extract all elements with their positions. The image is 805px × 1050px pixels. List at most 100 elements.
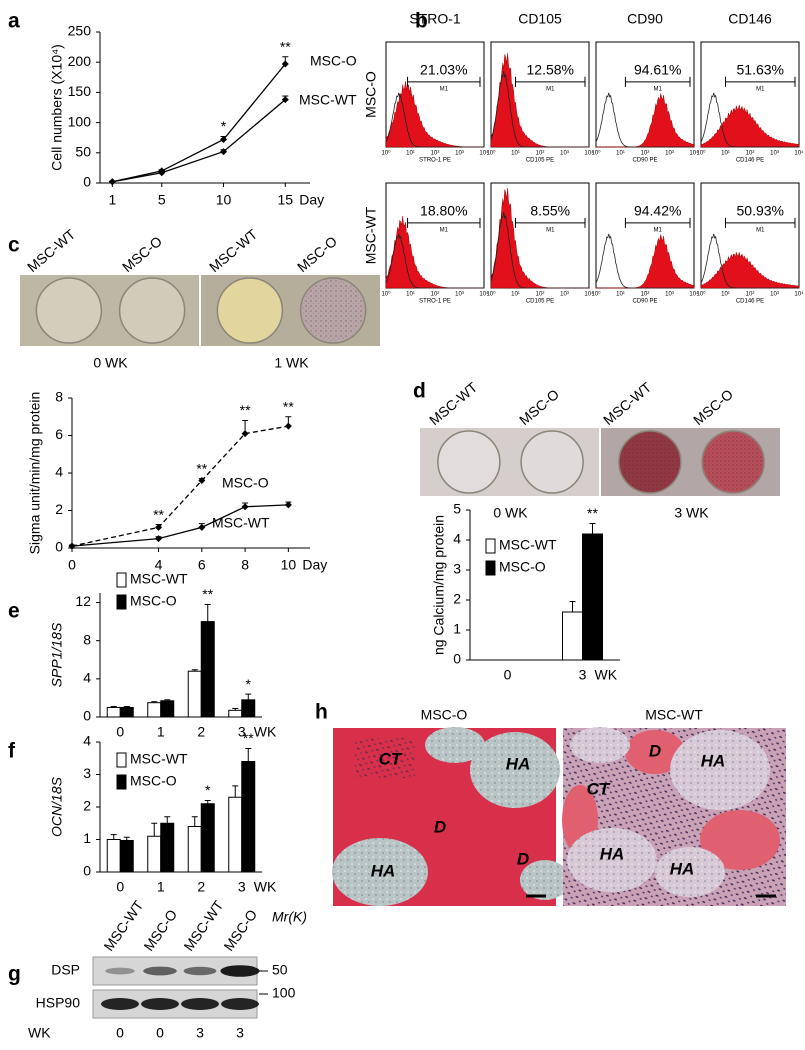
- bar: [106, 706, 121, 718]
- time-label: 3 WK: [674, 505, 709, 521]
- legend-swatch: [116, 594, 127, 610]
- y-tick-label: 12: [75, 593, 91, 609]
- region-label: CT: [587, 779, 611, 798]
- log-tick-label: 10¹: [406, 292, 415, 298]
- data-point: [281, 60, 289, 68]
- ha-texture: [570, 727, 630, 763]
- axis-label: CD146 PE: [736, 158, 764, 164]
- marker-header: CD146: [728, 11, 772, 27]
- series-label: MSC-WT: [299, 92, 357, 108]
- bar: [187, 670, 202, 718]
- region-label: HA: [701, 751, 726, 770]
- time-label: 0 WK: [93, 355, 128, 371]
- axis-label: CD90 PE: [632, 158, 657, 164]
- bar: [147, 702, 162, 718]
- week-axis-label: WK: [28, 1025, 51, 1041]
- tissue-region: [700, 810, 780, 870]
- marker-header: CD105: [518, 11, 562, 27]
- x-tick-label: 10: [281, 557, 297, 573]
- series-label: MSC-WT: [212, 515, 270, 531]
- protein-label: DSP: [51, 962, 80, 978]
- bar: [200, 803, 215, 873]
- log-tick-label: 10⁴: [584, 291, 594, 298]
- data-point: [158, 169, 166, 177]
- panel-letter: a: [8, 10, 20, 33]
- sample-histogram: [596, 234, 695, 289]
- log-tick-label: 10³: [560, 151, 569, 157]
- series-label: MSC-O: [222, 475, 269, 491]
- x-tick-label: 3: [238, 724, 246, 740]
- legend-label: MSC-O: [499, 559, 546, 575]
- marker-header: CD90: [627, 11, 663, 27]
- y-tick-label: 4: [83, 733, 91, 749]
- significance: **: [283, 398, 294, 414]
- log-tick-label: 10⁴: [689, 291, 699, 298]
- band: [220, 965, 260, 977]
- bar: [160, 822, 175, 873]
- gate-bracket: [725, 217, 796, 228]
- culture-dish: [35, 277, 103, 344]
- log-tick-label: 10¹: [616, 151, 625, 157]
- significance: *: [246, 676, 252, 692]
- y-tick-label: 2: [55, 501, 63, 517]
- y-tick-label: 5: [453, 501, 461, 517]
- log-tick-label: 10²: [641, 151, 650, 157]
- x-tick-label: 6: [198, 557, 206, 573]
- sample-histogram: [700, 104, 800, 148]
- x-tick-label: 10: [216, 192, 232, 208]
- log-tick-label: 10⁴: [479, 150, 489, 157]
- y-tick-label: 0: [453, 651, 461, 667]
- data-point: [241, 430, 249, 438]
- gate-label: M1: [756, 86, 765, 92]
- x-tick-label: 5: [158, 192, 166, 208]
- bar: [147, 835, 162, 873]
- culture-dish: [437, 430, 501, 494]
- y-tick-label: 3: [453, 561, 461, 577]
- group-label: MSC-O: [363, 71, 379, 118]
- gate-percentage: 94.42%: [634, 203, 681, 219]
- sample-histogram: [700, 252, 800, 289]
- marker-label: 100: [272, 985, 296, 1001]
- bar: [160, 700, 175, 718]
- histogram-frame: [595, 182, 695, 289]
- protein-label: HSP90: [36, 995, 81, 1011]
- dish-label: MSC-WT: [24, 226, 79, 276]
- log-tick-label: 10³: [455, 151, 464, 157]
- gate-label: M1: [440, 86, 449, 92]
- log-tick-label: 10⁰: [486, 150, 496, 157]
- x-axis-label: Day: [302, 557, 327, 573]
- x-tick-label: 0: [68, 557, 76, 573]
- band: [105, 967, 135, 975]
- data-point: [220, 148, 228, 156]
- log-tick-label: 10¹: [511, 151, 520, 157]
- stain-texture: [302, 280, 364, 341]
- gate-percentage: 94.61%: [634, 62, 681, 78]
- log-tick-label: 10⁰: [696, 150, 706, 157]
- time-label: 0 WK: [493, 505, 528, 521]
- time-label: 1 WK: [274, 355, 309, 371]
- control-histogram: [385, 92, 484, 148]
- log-tick-label: 10⁴: [794, 150, 804, 157]
- gate-percentage: 18.80%: [420, 203, 467, 219]
- x-tick-label: 4: [155, 557, 163, 573]
- control-histogram: [490, 71, 589, 148]
- dish-label: MSC-WT: [206, 226, 261, 276]
- dish-label: MSC-O: [294, 233, 340, 275]
- log-tick-label: 10¹: [406, 151, 415, 157]
- culture-dish: [520, 430, 584, 494]
- log-tick-label: 10¹: [721, 151, 730, 157]
- y-tick-label: 250: [68, 23, 92, 39]
- log-tick-label: 10⁴: [689, 150, 699, 157]
- log-tick-label: 10⁴: [479, 291, 489, 298]
- log-tick-label: 10³: [560, 292, 569, 298]
- week-label: 0: [116, 1025, 124, 1041]
- legend-label: MSC-WT: [130, 751, 188, 767]
- log-tick-label: 10⁰: [591, 291, 601, 298]
- bar: [228, 709, 243, 718]
- log-tick-label: 10²: [431, 292, 440, 298]
- log-tick-label: 10⁰: [381, 291, 391, 298]
- dish-label: MSC-WT: [426, 379, 481, 429]
- log-tick-label: 10²: [536, 151, 545, 157]
- region-label: D: [649, 741, 661, 760]
- y-tick-label: 4: [83, 670, 91, 686]
